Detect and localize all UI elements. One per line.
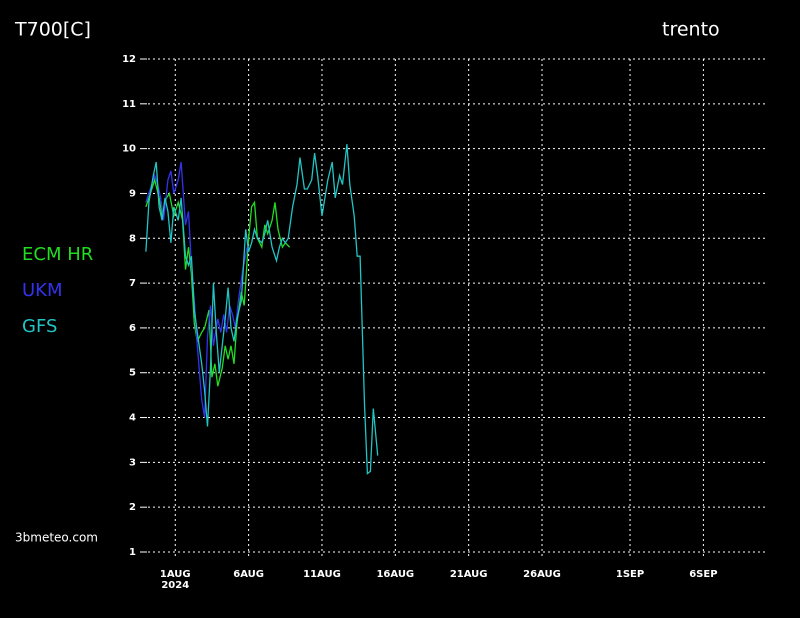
legend-label: ECM HR [22, 244, 93, 265]
y-tick-label: 5 [129, 368, 136, 379]
y-tick-label: 3 [129, 457, 136, 468]
chart-subtitle: trento [662, 19, 720, 41]
x-tick-label: 6AUG [233, 569, 264, 580]
y-tick-label: 4 [129, 413, 136, 424]
source: 3bmeteo.com [15, 531, 98, 545]
x-year-label: 2024 [161, 580, 189, 591]
x-tick-label: 11AUG [303, 569, 341, 580]
x-tick-label: 6SEP [689, 569, 717, 580]
y-tick-label: 12 [122, 54, 136, 65]
y-tick-label: 10 [122, 144, 136, 155]
y-tick-label: 11 [122, 99, 136, 110]
x-tick-label: 1SEP [616, 569, 644, 580]
y-tick-label: 7 [129, 278, 136, 289]
y-tick-label: 1 [129, 547, 136, 558]
x-tick-label: 16AUG [376, 569, 414, 580]
line-series [145, 144, 379, 475]
y-tick-label: 9 [129, 188, 136, 199]
legend-label: GFS [22, 316, 57, 337]
x-tick-label: 21AUG [450, 569, 488, 580]
y-tick-label: 8 [129, 233, 136, 244]
chart-title: T700[C] [14, 19, 91, 41]
y-tick-label: 6 [129, 323, 136, 334]
y-tick-label: 2 [129, 502, 136, 513]
x-tick-label: 1AUG [160, 569, 191, 580]
legend-label: UKM [22, 280, 63, 301]
x-tick-label: 26AUG [523, 569, 561, 580]
